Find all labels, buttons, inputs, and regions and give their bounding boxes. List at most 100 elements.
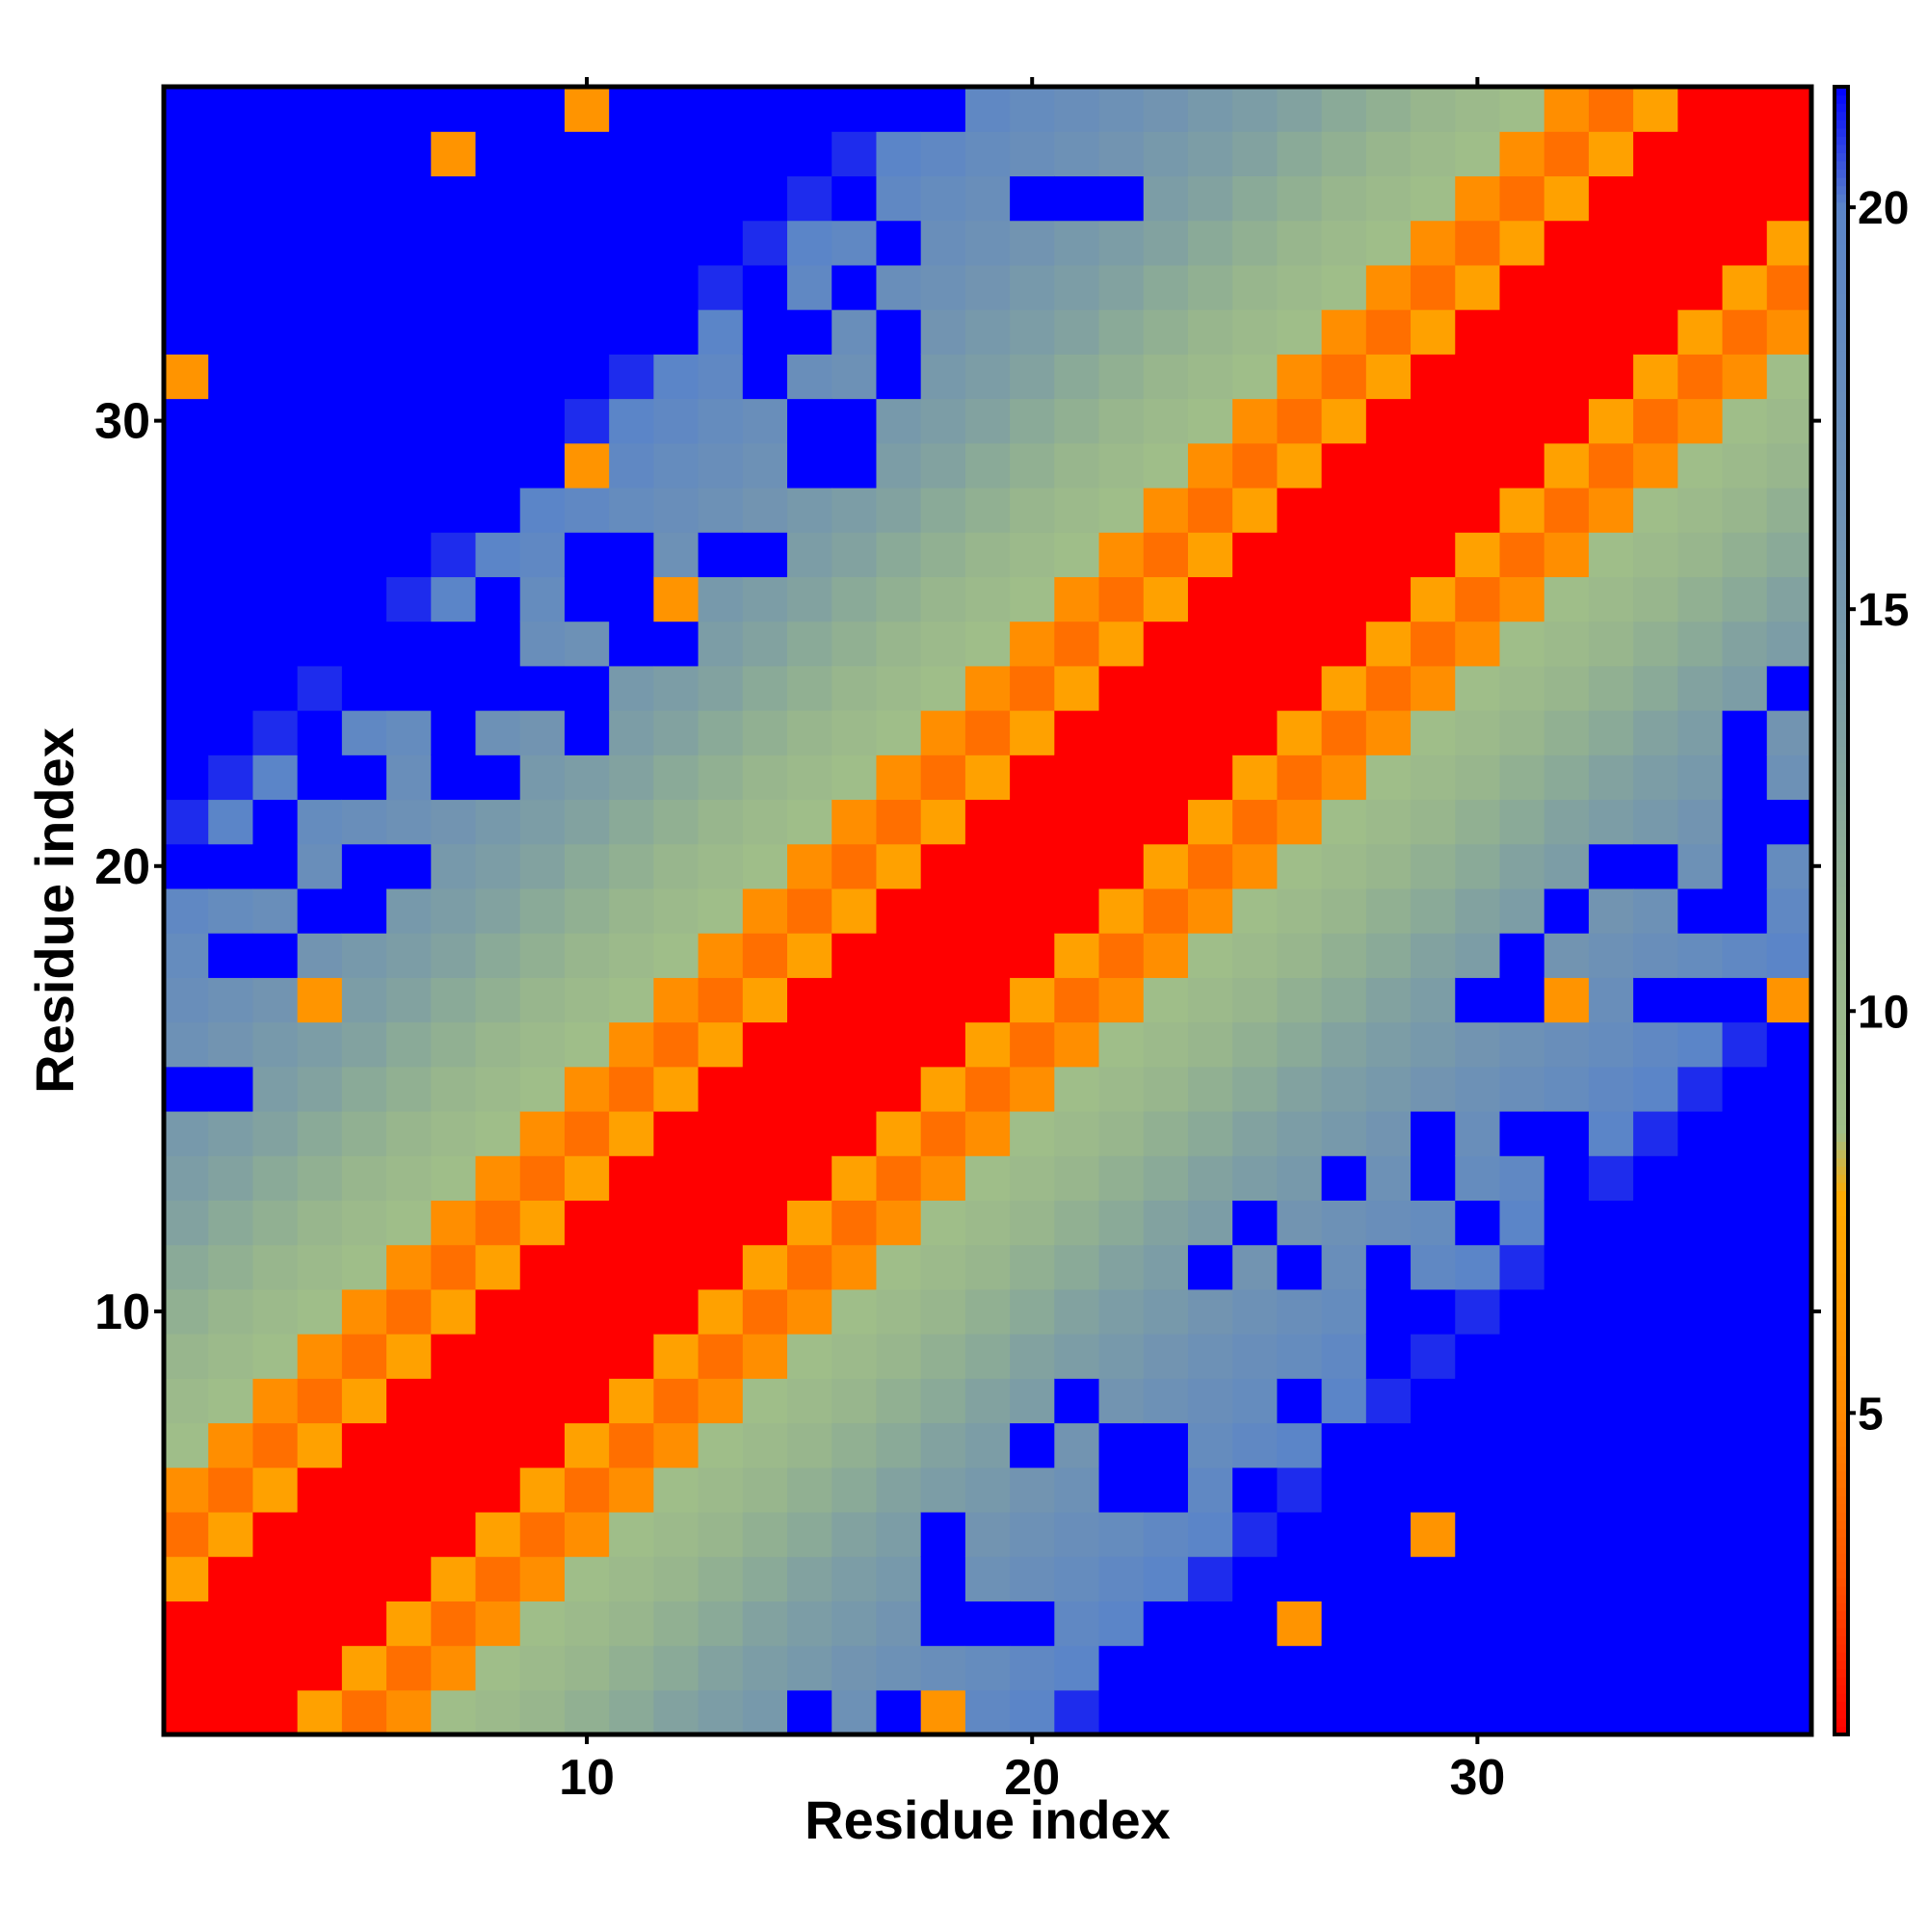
heatmap-cell: [1187, 933, 1233, 978]
heatmap-cell: [475, 354, 521, 400]
x-axis-label: Residue index: [805, 1789, 1171, 1850]
heatmap-cell: [609, 220, 654, 266]
heatmap-cell: [1365, 309, 1412, 355]
heatmap-cell: [920, 220, 966, 266]
heatmap-cell: [1544, 1110, 1590, 1156]
heatmap-cell: [1722, 1288, 1768, 1335]
heatmap-cell: [1054, 532, 1100, 577]
colorbar-segment: [1835, 581, 1848, 591]
heatmap-cell: [876, 1556, 922, 1601]
colorbar-segment: [1835, 1445, 1848, 1455]
colorbar-segment: [1835, 1199, 1848, 1208]
colorbar-segment: [1835, 103, 1848, 113]
colorbar-segment: [1835, 1092, 1848, 1101]
heatmap-cell: [431, 1556, 477, 1601]
colorbar-segment: [1835, 927, 1848, 937]
colorbar-segment: [1835, 342, 1848, 352]
heatmap-cell: [1633, 442, 1678, 489]
heatmap-cell: [1010, 220, 1055, 266]
heatmap-cell: [1499, 933, 1545, 978]
heatmap-cell: [787, 131, 832, 177]
heatmap-cell: [252, 1155, 299, 1202]
colorbar-segment: [1835, 201, 1848, 211]
heatmap-cell: [787, 175, 832, 222]
colorbar-segment: [1835, 630, 1848, 640]
heatmap-cell: [431, 309, 477, 355]
colorbar-segment: [1835, 1108, 1848, 1118]
heatmap-cell: [1722, 87, 1768, 132]
heatmap-cell: [698, 1467, 744, 1513]
heatmap-cell: [1321, 309, 1367, 355]
heatmap-cell: [1766, 220, 1812, 266]
heatmap-cell: [964, 933, 1011, 978]
heatmap-cell: [1499, 175, 1545, 222]
heatmap-cell: [1365, 754, 1412, 801]
colorbar-segment: [1835, 1602, 1848, 1612]
heatmap-cell: [519, 220, 566, 266]
heatmap-cell: [519, 710, 566, 755]
heatmap-cell: [1766, 1689, 1812, 1735]
heatmap-cell: [1143, 354, 1189, 400]
heatmap-cell: [1499, 1288, 1545, 1335]
heatmap-cell: [1499, 1110, 1545, 1156]
heatmap-cell: [698, 131, 744, 177]
heatmap-cell: [1010, 1066, 1055, 1112]
heatmap-cell: [164, 1200, 209, 1246]
heatmap-cell: [386, 1689, 432, 1735]
heatmap-cell: [519, 354, 566, 400]
heatmap-cell: [297, 220, 343, 266]
heatmap-cell: [653, 1200, 700, 1246]
heatmap-cell: [1365, 1288, 1412, 1335]
heatmap-cell: [1098, 442, 1145, 489]
heatmap-cell: [1365, 264, 1412, 310]
heatmap-cell: [1766, 1155, 1812, 1202]
heatmap-cell: [386, 87, 432, 132]
heatmap-cell: [208, 887, 254, 934]
heatmap-cell: [1633, 1511, 1678, 1557]
heatmap-cell: [1633, 977, 1678, 1023]
heatmap-cell: [653, 309, 700, 355]
heatmap-cell: [475, 1556, 521, 1601]
colorbar-segment: [1835, 564, 1848, 574]
heatmap-cell: [164, 1244, 209, 1290]
heatmap-cell: [653, 1467, 700, 1513]
y-axis-label: Residue index: [24, 728, 85, 1094]
colorbar-segment: [1835, 210, 1848, 220]
colorbar-segment: [1835, 251, 1848, 261]
heatmap-cell: [475, 264, 521, 310]
heatmap-cell: [164, 754, 209, 801]
heatmap-cell: [297, 1066, 343, 1112]
colorbar-segment: [1835, 1610, 1848, 1620]
heatmap-cell: [1677, 398, 1724, 444]
heatmap-cell: [1588, 1110, 1634, 1156]
heatmap-cell: [876, 710, 922, 755]
heatmap-cell: [964, 175, 1011, 222]
heatmap-cell: [1365, 1200, 1412, 1246]
heatmap-cell: [1544, 398, 1590, 444]
heatmap-cell: [698, 1200, 744, 1246]
heatmap-cell: [1277, 933, 1323, 978]
heatmap-cell: [1054, 264, 1100, 310]
heatmap-cell: [164, 309, 209, 355]
heatmap-cell: [1187, 1110, 1233, 1156]
heatmap-cell: [653, 843, 700, 889]
heatmap-cell: [1588, 87, 1634, 132]
heatmap-cell: [1588, 1645, 1634, 1691]
heatmap-cell: [698, 1334, 744, 1379]
heatmap-cell: [386, 220, 432, 266]
heatmap-cell: [208, 487, 254, 533]
heatmap-cell: [252, 1467, 299, 1513]
heatmap-cell: [1232, 175, 1279, 222]
heatmap-cell: [1321, 1021, 1367, 1068]
heatmap-cell: [964, 887, 1011, 934]
heatmap-cell: [1277, 175, 1323, 222]
heatmap-cell: [1722, 1334, 1768, 1379]
heatmap-cell: [564, 1244, 610, 1290]
heatmap-cell: [1677, 1200, 1724, 1246]
heatmap-cell: [431, 1288, 477, 1335]
heatmap-cell: [1677, 1689, 1724, 1735]
heatmap-cell: [1277, 754, 1323, 801]
heatmap-cell: [742, 398, 788, 444]
heatmap-cell: [1766, 532, 1812, 577]
colorbar-segment: [1835, 482, 1848, 491]
